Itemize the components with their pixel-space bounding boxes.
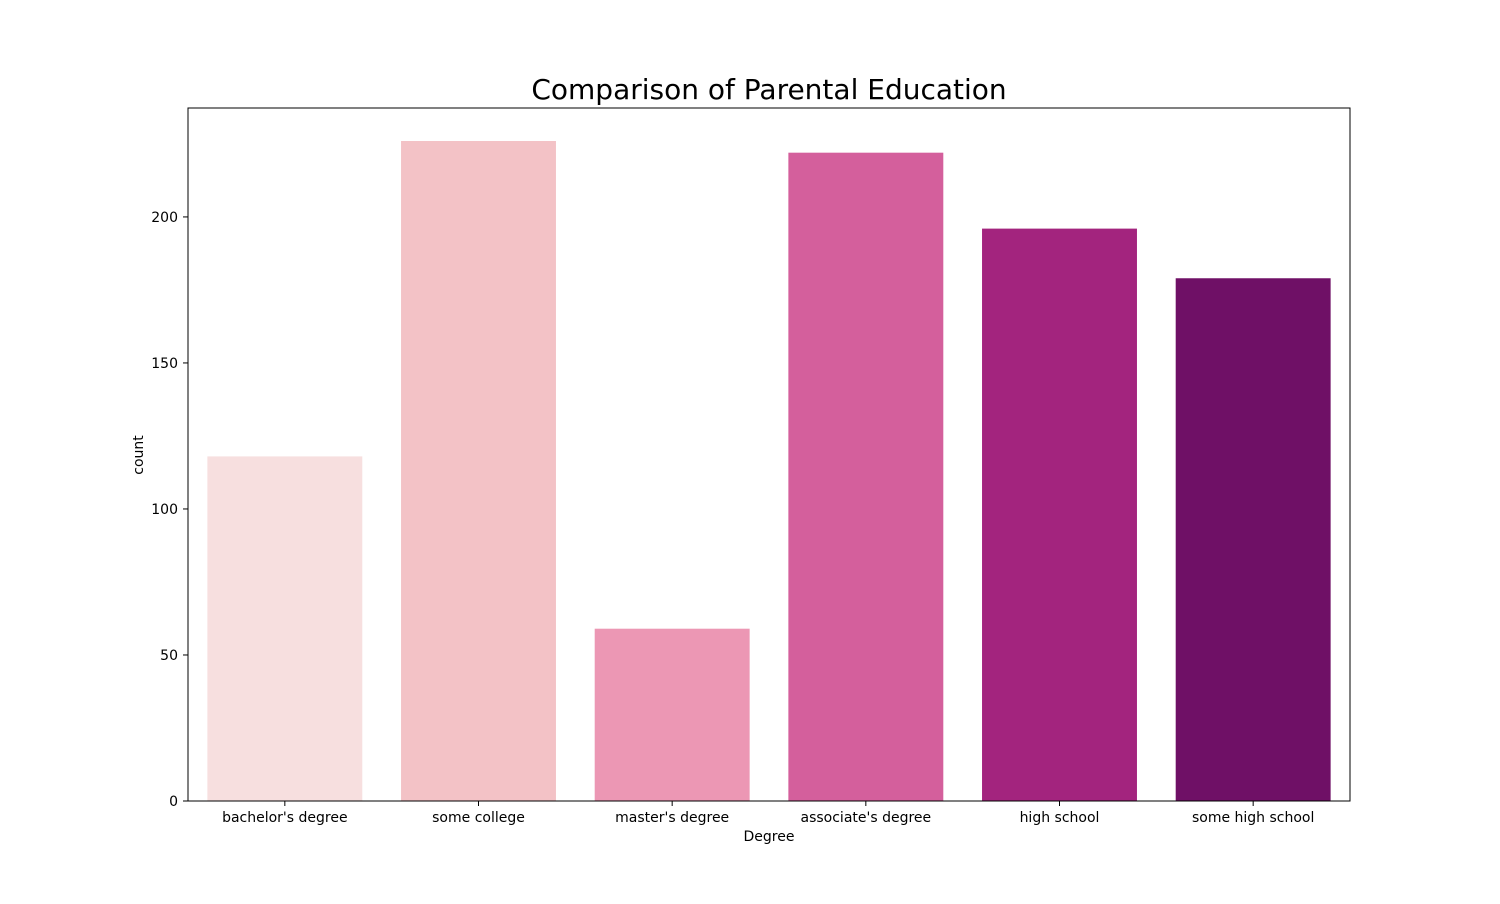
x-tick-label: bachelor's degree <box>222 810 348 826</box>
y-axis-label: count <box>131 435 147 475</box>
x-axis-label: Degree <box>744 829 795 845</box>
bar-1 <box>401 141 556 801</box>
x-tick-label: some college <box>432 810 525 826</box>
bar-3 <box>788 152 944 802</box>
x-tick-label: master's degree <box>615 810 729 826</box>
x-tick-label: associate's degree <box>801 810 932 826</box>
plot-frame <box>187 107 1351 802</box>
y-axis: 0 50 100 150 200 <box>151 210 188 810</box>
chart-title: Comparison of Parental Education <box>531 73 1006 106</box>
x-tick-label: some high school <box>1192 810 1314 826</box>
y-tick-label: 150 <box>151 356 178 372</box>
x-axis: bachelor's degree some college master's de… <box>222 801 1314 826</box>
bar-5 <box>1175 278 1331 802</box>
y-tick-label: 50 <box>160 648 178 664</box>
y-tick-label: 100 <box>151 502 178 518</box>
bars-group <box>207 141 1331 802</box>
x-tick-label: high school <box>1020 810 1100 826</box>
y-tick-label: 0 <box>169 794 178 810</box>
bar-4 <box>982 228 1137 802</box>
y-tick-label: 200 <box>151 210 178 226</box>
bar-0 <box>207 456 363 801</box>
bar-2 <box>594 628 750 801</box>
